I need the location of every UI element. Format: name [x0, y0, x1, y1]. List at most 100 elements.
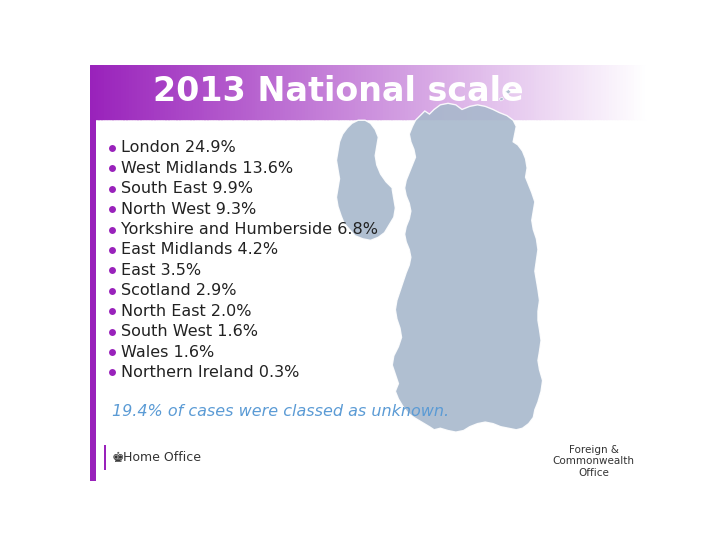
Text: West Midlands 13.6%: West Midlands 13.6%	[121, 161, 293, 176]
Bar	[514, 65, 517, 119]
Bar	[160, 65, 163, 119]
Bar	[240, 65, 244, 119]
Bar	[148, 65, 152, 119]
Bar	[578, 65, 582, 119]
Bar	[112, 65, 115, 119]
Bar	[639, 65, 643, 119]
Bar	[542, 65, 545, 119]
Bar	[570, 65, 573, 119]
Text: South West 1.6%: South West 1.6%	[121, 324, 258, 339]
Bar	[271, 65, 274, 119]
Text: South East 9.9%: South East 9.9%	[121, 181, 253, 196]
Bar	[453, 65, 456, 119]
Bar	[188, 65, 191, 119]
Bar	[581, 65, 584, 119]
Bar	[634, 65, 637, 119]
Bar	[266, 65, 269, 119]
Bar	[327, 65, 330, 119]
Bar	[492, 65, 495, 119]
Bar	[366, 65, 369, 119]
Bar	[623, 65, 626, 119]
Bar	[372, 65, 375, 119]
Text: North West 9.3%: North West 9.3%	[121, 201, 256, 217]
Bar	[374, 65, 378, 119]
Bar	[553, 65, 557, 119]
Bar	[99, 65, 102, 119]
Bar	[447, 65, 450, 119]
Bar	[377, 65, 381, 119]
Bar	[615, 65, 618, 119]
Bar	[235, 65, 238, 119]
Bar	[642, 65, 646, 119]
Bar	[425, 65, 428, 119]
Bar	[461, 65, 464, 119]
Bar	[143, 65, 146, 119]
Bar	[121, 65, 124, 119]
Bar	[140, 65, 143, 119]
Bar	[277, 65, 280, 119]
Bar	[587, 65, 590, 119]
Bar	[483, 65, 487, 119]
Bar	[202, 65, 204, 119]
Bar	[174, 65, 177, 119]
Bar	[556, 65, 559, 119]
Bar	[168, 65, 171, 119]
Bar	[255, 65, 258, 119]
Bar	[249, 65, 252, 119]
Bar	[431, 65, 433, 119]
Bar	[218, 65, 222, 119]
Text: Home Office: Home Office	[122, 451, 201, 464]
Bar	[595, 65, 598, 119]
Bar	[364, 65, 366, 119]
Bar	[193, 65, 197, 119]
Bar	[411, 65, 414, 119]
Bar	[347, 65, 350, 119]
Bar	[629, 65, 631, 119]
Bar	[285, 65, 289, 119]
Text: Foreign &
Commonwealth
Office: Foreign & Commonwealth Office	[553, 445, 635, 478]
Bar	[498, 65, 500, 119]
Bar	[394, 65, 397, 119]
Bar	[124, 65, 127, 119]
Bar	[486, 65, 490, 119]
Bar	[349, 65, 353, 119]
Bar	[138, 65, 140, 119]
Bar	[319, 65, 322, 119]
Bar	[341, 65, 344, 119]
Bar	[414, 65, 417, 119]
Bar	[380, 65, 383, 119]
Bar	[402, 65, 405, 119]
Bar	[383, 65, 386, 119]
Bar	[252, 65, 255, 119]
Bar	[302, 65, 305, 119]
Bar	[606, 65, 609, 119]
Bar	[369, 65, 372, 119]
Bar	[422, 65, 426, 119]
Bar	[550, 65, 554, 119]
Bar	[227, 65, 230, 119]
Bar	[204, 65, 207, 119]
Bar	[176, 65, 180, 119]
Bar	[438, 65, 442, 119]
Bar	[221, 65, 225, 119]
Bar	[511, 65, 515, 119]
Text: Yorkshire and Humberside 6.8%: Yorkshire and Humberside 6.8%	[121, 222, 378, 237]
Bar	[441, 65, 445, 119]
Bar	[626, 65, 629, 119]
Bar	[547, 65, 551, 119]
Text: Northern Ireland 0.3%: Northern Ireland 0.3%	[121, 365, 300, 380]
Bar	[631, 65, 634, 119]
Bar	[469, 65, 472, 119]
Bar	[215, 65, 219, 119]
Bar	[645, 65, 649, 119]
Bar	[129, 65, 132, 119]
Polygon shape	[505, 90, 510, 94]
Bar	[408, 65, 411, 119]
Bar	[282, 65, 286, 119]
Bar	[324, 65, 328, 119]
Bar	[495, 65, 498, 119]
Bar	[263, 65, 266, 119]
Bar	[297, 65, 300, 119]
Bar	[523, 65, 526, 119]
Bar	[428, 65, 431, 119]
